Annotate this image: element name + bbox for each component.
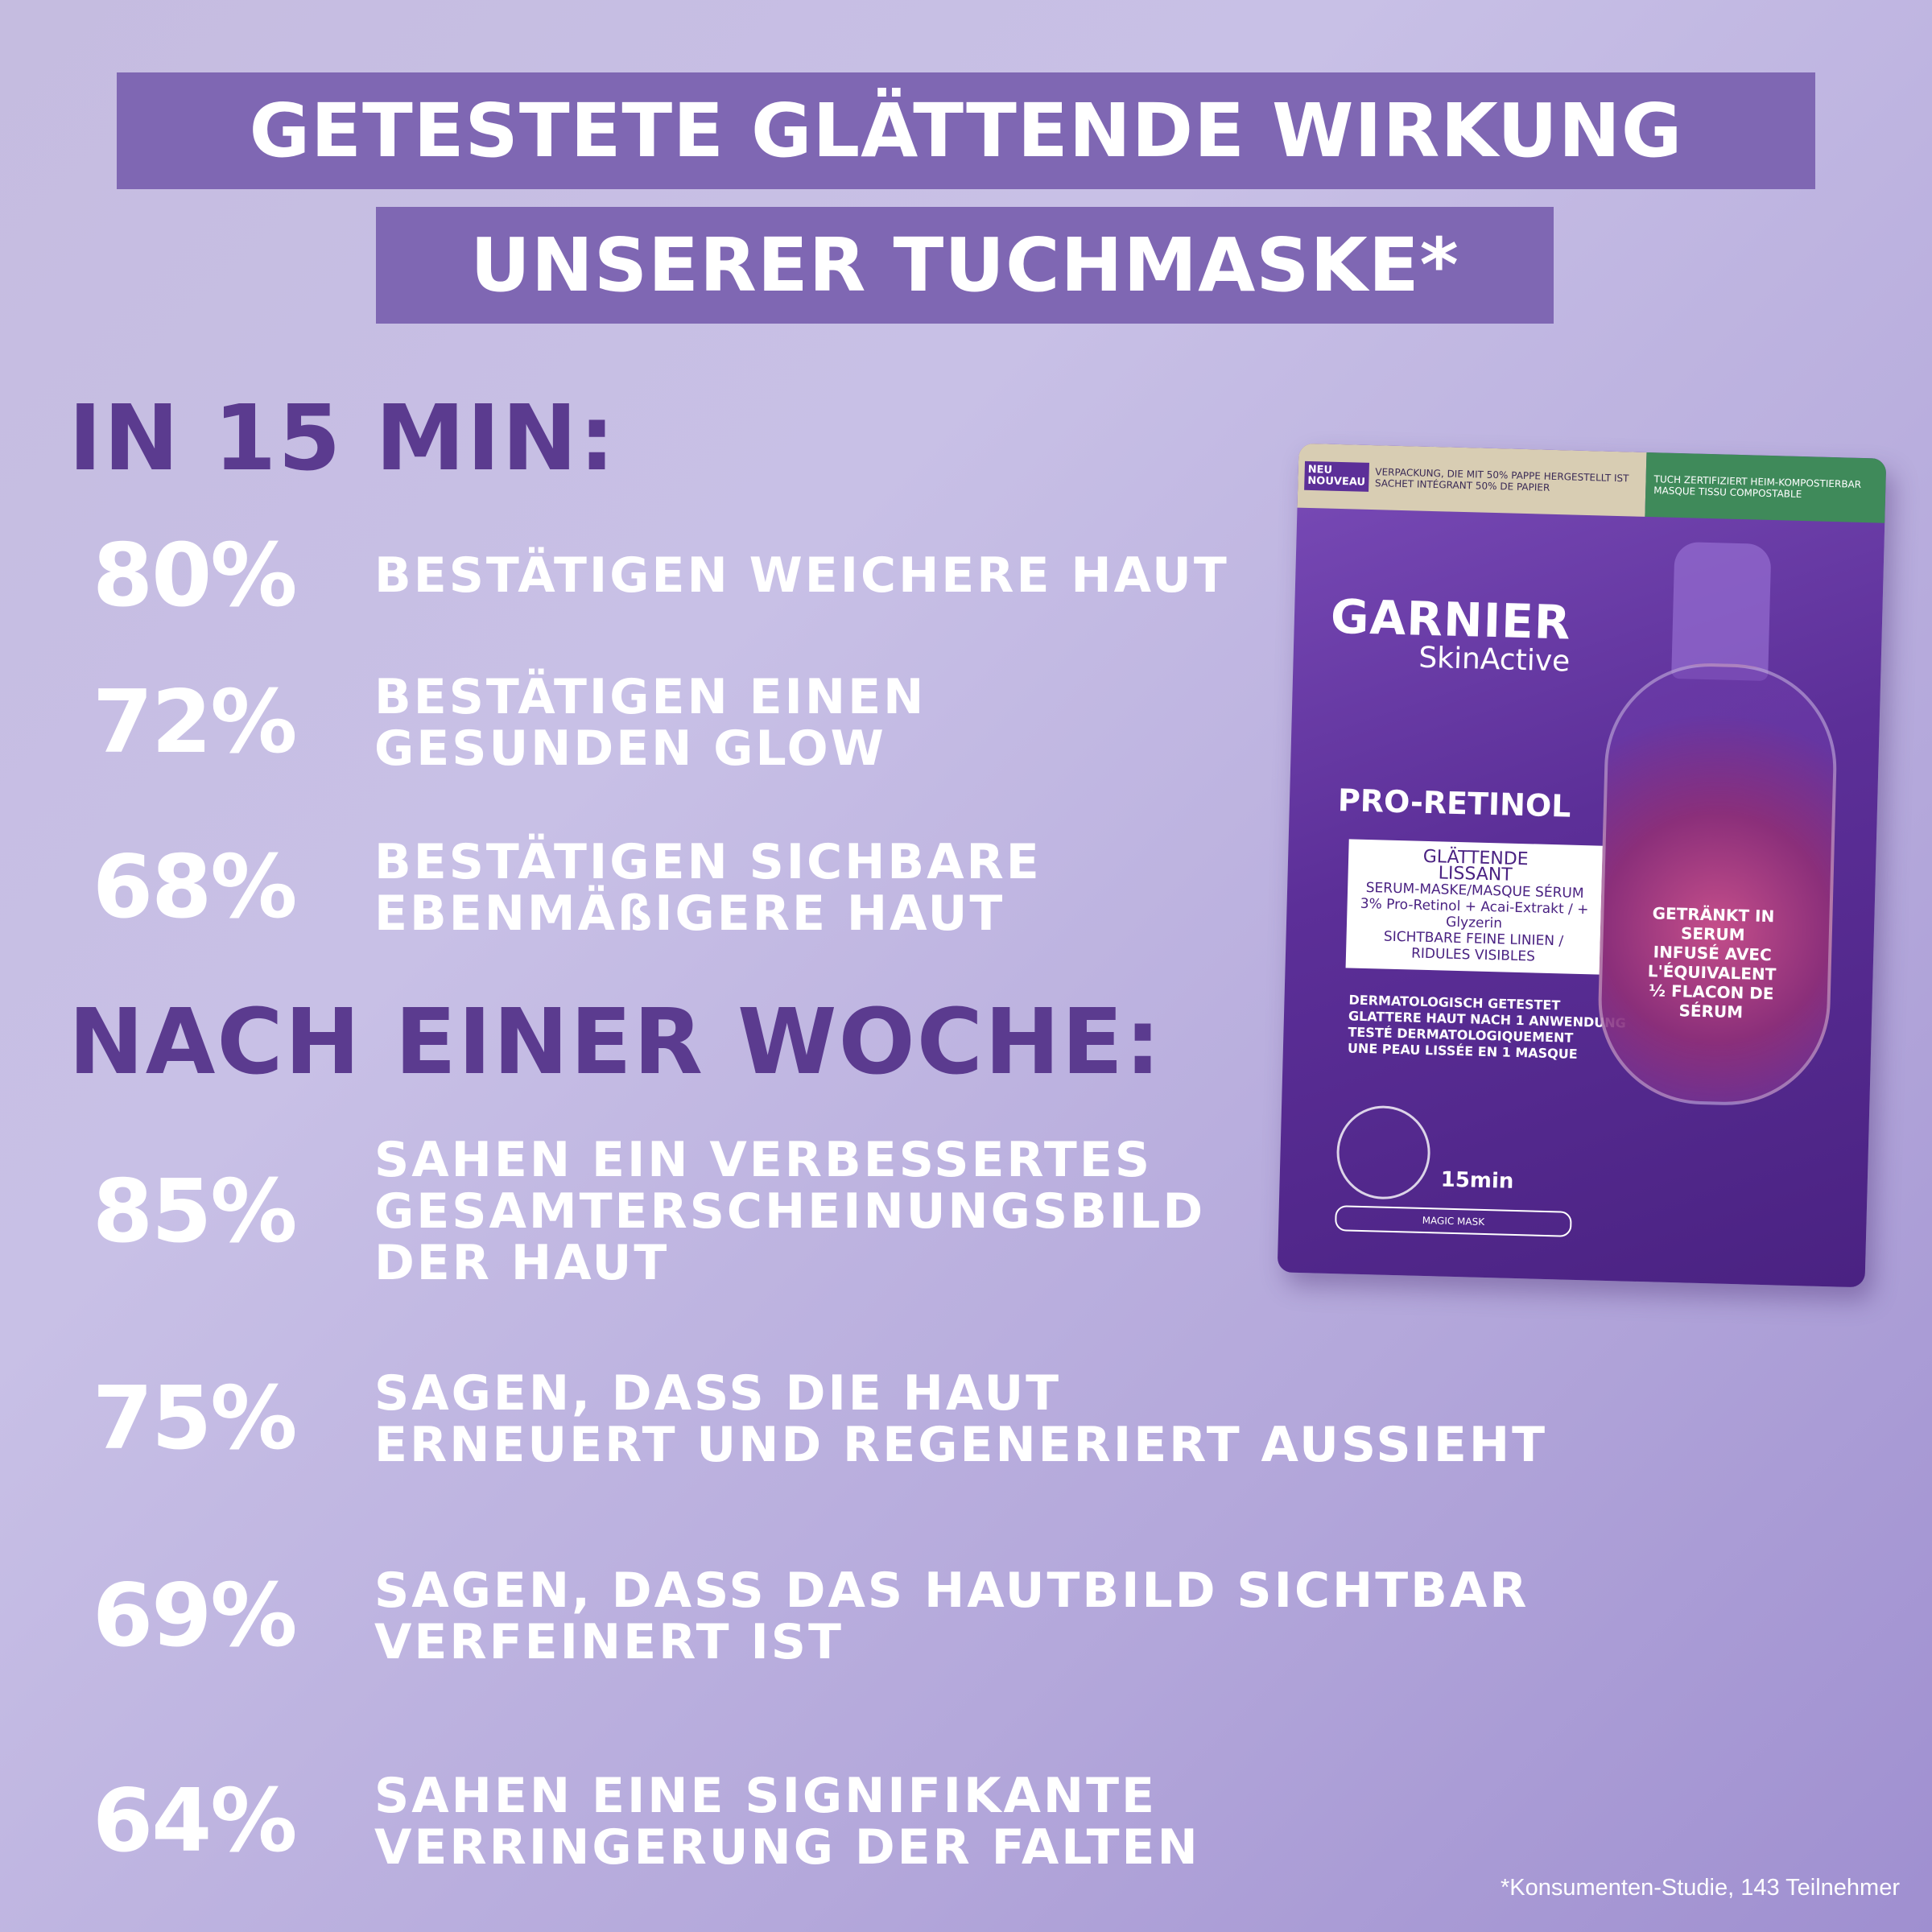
bottle-label-line: ½ FLACON DE SÉRUM	[1649, 980, 1774, 1022]
package-paper-label: NEU NOUVEAU VERPACKUNG, DIE MIT 50% PAPP…	[1297, 443, 1647, 517]
serum-bottle-graphic	[1596, 660, 1839, 1108]
stat-description: SAHEN EINE SIGNIFIKANTE VERRINGERUNG DER…	[374, 1770, 1200, 1873]
stat-item: 69% SAGEN, DASS DAS HAUTBILD SICHTBAR VE…	[93, 1558, 1530, 1674]
title-line-1: GETESTETE GLÄTTENDE WIRKUNG	[117, 72, 1815, 189]
stat-description: SAGEN, DASS DAS HAUTBILD SICHTBAR VERFEI…	[374, 1565, 1530, 1668]
stat-description: SAHEN EIN VERBESSERTES GESAMTERSCHEINUNG…	[374, 1134, 1205, 1289]
stat-description-line: BESTÄTIGEN WEICHERE HAUT	[374, 547, 1229, 604]
stat-description: SAGEN, DASS DIE HAUT ERNEUERT UND REGENE…	[374, 1368, 1547, 1471]
stat-item: 85% SAHEN EIN VERBESSERTES GESAMTERSCHEI…	[93, 1127, 1205, 1296]
stat-description: BESTÄTIGEN SICHBARE EBENMÄßIGERE HAUT	[374, 836, 1042, 939]
stat-percent: 80%	[93, 525, 298, 626]
stat-item: 75% SAGEN, DASS DIE HAUT ERNEUERT UND RE…	[93, 1360, 1547, 1477]
section-heading-15-min: IN 15 MIN:	[68, 386, 617, 491]
stat-description: BESTÄTIGEN EINEN GESUNDEN GLOW	[374, 671, 926, 774]
stat-item: 64% SAHEN EINE SIGNIFIKANTE VERRINGERUNG…	[93, 1763, 1200, 1880]
stat-description-line: SAHEN EIN VERBESSERTES	[374, 1132, 1153, 1188]
bottle-label-line: INFUSÉ AVEC L'ÉQUIVALENT	[1647, 942, 1777, 985]
product-package-image: NEU NOUVEAU VERPACKUNG, DIE MIT 50% PAPP…	[1277, 443, 1887, 1288]
title-line-2: UNSERER TUCHMASKE*	[376, 207, 1554, 324]
stat-description-line: DER HAUT	[374, 1235, 670, 1291]
new-badge: NEU NOUVEAU	[1304, 460, 1369, 492]
stat-percent: 64%	[93, 1771, 298, 1872]
brand-logo: GARNIER SkinActive	[1329, 589, 1571, 679]
package-paper-text: VERPACKUNG, DIE MIT 50% PAPPE HERGESTELL…	[1374, 466, 1629, 493]
stat-item: 68% BESTÄTIGEN SICHBARE EBENMÄßIGERE HAU…	[93, 829, 1042, 946]
brand-sub-name: SkinActive	[1418, 641, 1571, 679]
stat-percent: 85%	[93, 1161, 298, 1262]
package-claims: DERMATOLOGISCH GETESTET GLATTERE HAUT NA…	[1348, 992, 1627, 1063]
brand-name: GARNIER	[1330, 588, 1572, 650]
product-info-box: GLÄTTENDE LISSANT SERUM-MASKE/MASQUE SÉR…	[1345, 839, 1604, 975]
stat-percent: 68%	[93, 837, 298, 938]
stat-description-line: VERFEINERT IST	[374, 1613, 844, 1670]
serum-bottle-neck-graphic	[1671, 541, 1772, 681]
stat-item: 72% BESTÄTIGEN EINEN GESUNDEN GLOW	[93, 664, 926, 781]
stat-description-line: SAHEN EINE SIGNIFIKANTE	[374, 1767, 1158, 1824]
package-top-strip: NEU NOUVEAU VERPACKUNG, DIE MIT 50% PAPP…	[1297, 443, 1887, 523]
footnote: *Konsumenten-Studie, 143 Teilnehmer	[1500, 1875, 1900, 1901]
stat-description-line: SAGEN, DASS DAS HAUTBILD SICHTBAR	[374, 1562, 1530, 1619]
face-mask-icon	[1335, 1104, 1432, 1201]
stat-description-line: ERNEUERT UND REGENERIERT AUSSIEHT	[374, 1416, 1547, 1473]
bottle-label: GETRÄNKT IN SERUM INFUSÉ AVEC L'ÉQUIVALE…	[1622, 902, 1802, 1023]
stat-description: BESTÄTIGEN WEICHERE HAUT	[374, 550, 1229, 601]
stat-description-line: BESTÄTIGEN SICHBARE	[374, 833, 1042, 890]
time-label: 15min	[1440, 1167, 1514, 1194]
stat-description-line: SAGEN, DASS DIE HAUT	[374, 1364, 1062, 1422]
stat-description-line: BESTÄTIGEN EINEN	[374, 668, 927, 725]
magic-mask-label: MAGIC MASK	[1335, 1205, 1572, 1237]
stat-description-line: GESUNDEN GLOW	[374, 720, 886, 777]
stat-percent: 69%	[93, 1566, 298, 1666]
stat-description-line: EBENMÄßIGERE HAUT	[374, 885, 1005, 942]
product-box-line: SICHTBARE FEINE LINIEN / RIDULES VISIBLE…	[1383, 928, 1564, 965]
bottle-label-line: GETRÄNKT IN SERUM	[1652, 903, 1775, 945]
stat-item: 80% BESTÄTIGEN WEICHERE HAUT	[93, 523, 1229, 628]
stat-description-line: GESAMTERSCHEINUNGSBILD	[374, 1183, 1206, 1240]
section-heading-one-week: NACH EINER WOCHE:	[68, 990, 1162, 1095]
stat-percent: 75%	[93, 1368, 298, 1469]
stat-description-line: VERRINGERUNG DER FALTEN	[374, 1818, 1200, 1876]
stat-percent: 72%	[93, 672, 298, 773]
product-name: PRO-RETINOL	[1337, 782, 1571, 824]
package-compost-label: TUCH ZERTIFIZIERT HEIM-KOMPOSTIERBAR MAS…	[1645, 452, 1887, 523]
